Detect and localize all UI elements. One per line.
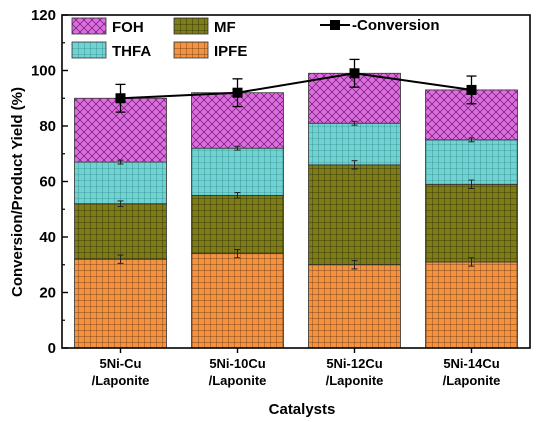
- bar-thfa-2: [308, 122, 401, 166]
- bar-error-ipfe-3: [468, 257, 475, 267]
- legend-label-mf: MF: [214, 19, 236, 36]
- bar-error-thfa-1: [234, 145, 241, 151]
- legend-label-ipfe: IPFE: [214, 43, 247, 60]
- legend: FOH MF THFA IPFE -Conversion: [71, 17, 440, 60]
- legend-item-ipfe: IPFE: [173, 41, 247, 60]
- y-tick-label-0: 0: [48, 340, 56, 357]
- x-tick-label-2: 5Ni-12Cu/Laponite: [326, 356, 384, 388]
- conversion-point-0: [115, 93, 126, 104]
- bar-errors-layer: [117, 120, 475, 270]
- axes-layer: 0 20 40 60 80 100 120 5Ni-Cu/Laponite 5Ni-10Cu/L…: [31, 7, 531, 388]
- bar-mf-0: [74, 203, 167, 260]
- y-tick-label-20: 20: [39, 285, 56, 302]
- legend-label-conversion: -Conversion: [352, 17, 440, 34]
- legend-swatch-conversion-marker: [330, 20, 340, 30]
- bar-error-mf-3: [468, 179, 475, 189]
- x-tick-label-0: 5Ni-Cu/Laponite: [92, 356, 150, 388]
- bar-error-mf-2: [351, 160, 358, 170]
- bar-error-ipfe-1: [234, 248, 241, 259]
- y-tick-label-80: 80: [39, 118, 56, 135]
- bar-ipfe-1: [191, 253, 284, 349]
- bars-layer: [74, 72, 518, 349]
- y-tick-label-120: 120: [31, 7, 56, 24]
- bar-error-mf-0: [117, 200, 124, 207]
- bar-thfa-0: [74, 161, 167, 205]
- bar-mf-3: [425, 183, 518, 263]
- legend-item-mf: MF: [173, 17, 236, 36]
- bar-error-ipfe-0: [117, 254, 124, 264]
- conversion-point-3: [466, 84, 477, 95]
- conversion-point-2: [349, 68, 360, 79]
- bar-error-mf-1: [234, 192, 241, 199]
- legend-swatch-foh: [71, 17, 107, 35]
- bar-ipfe-2: [308, 264, 401, 349]
- y-tick-label-60: 60: [39, 174, 56, 191]
- legend-swatch-ipfe: [173, 41, 209, 59]
- bar-thfa-1: [191, 147, 284, 196]
- bar-error-thfa-3: [468, 137, 475, 143]
- x-tick-label-1: 5Ni-10Cu/Laponite: [209, 356, 267, 388]
- y-tick-label-100: 100: [31, 63, 56, 80]
- legend-swatch-thfa: [71, 41, 107, 59]
- bar-error-thfa-2: [351, 120, 358, 126]
- y-axis-title: Conversion/Product Yield (%): [9, 87, 26, 297]
- conversion-line: [120, 72, 472, 100]
- legend-label-foh: FOH: [112, 19, 144, 36]
- x-axis-title: Catalysts: [269, 401, 336, 418]
- bar-mf-2: [308, 164, 401, 266]
- legend-item-foh: FOH: [71, 17, 144, 36]
- bar-mf-1: [191, 194, 284, 255]
- conversion-point-1: [232, 87, 243, 98]
- conversion-line-layer: [115, 58, 477, 113]
- legend-swatch-mf: [173, 17, 209, 35]
- legend-label-thfa: THFA: [112, 43, 151, 60]
- y-tick-label-40: 40: [39, 229, 56, 246]
- bar-ipfe-0: [74, 258, 167, 349]
- bar-error-thfa-0: [117, 159, 124, 165]
- bar-thfa-3: [425, 139, 518, 185]
- bar-ipfe-3: [425, 261, 518, 349]
- legend-item-conversion: -Conversion: [320, 17, 440, 34]
- x-tick-label-3: 5Ni-14Cu/Laponite: [443, 356, 501, 388]
- legend-item-thfa: THFA: [71, 41, 151, 60]
- bar-error-ipfe-2: [351, 260, 358, 270]
